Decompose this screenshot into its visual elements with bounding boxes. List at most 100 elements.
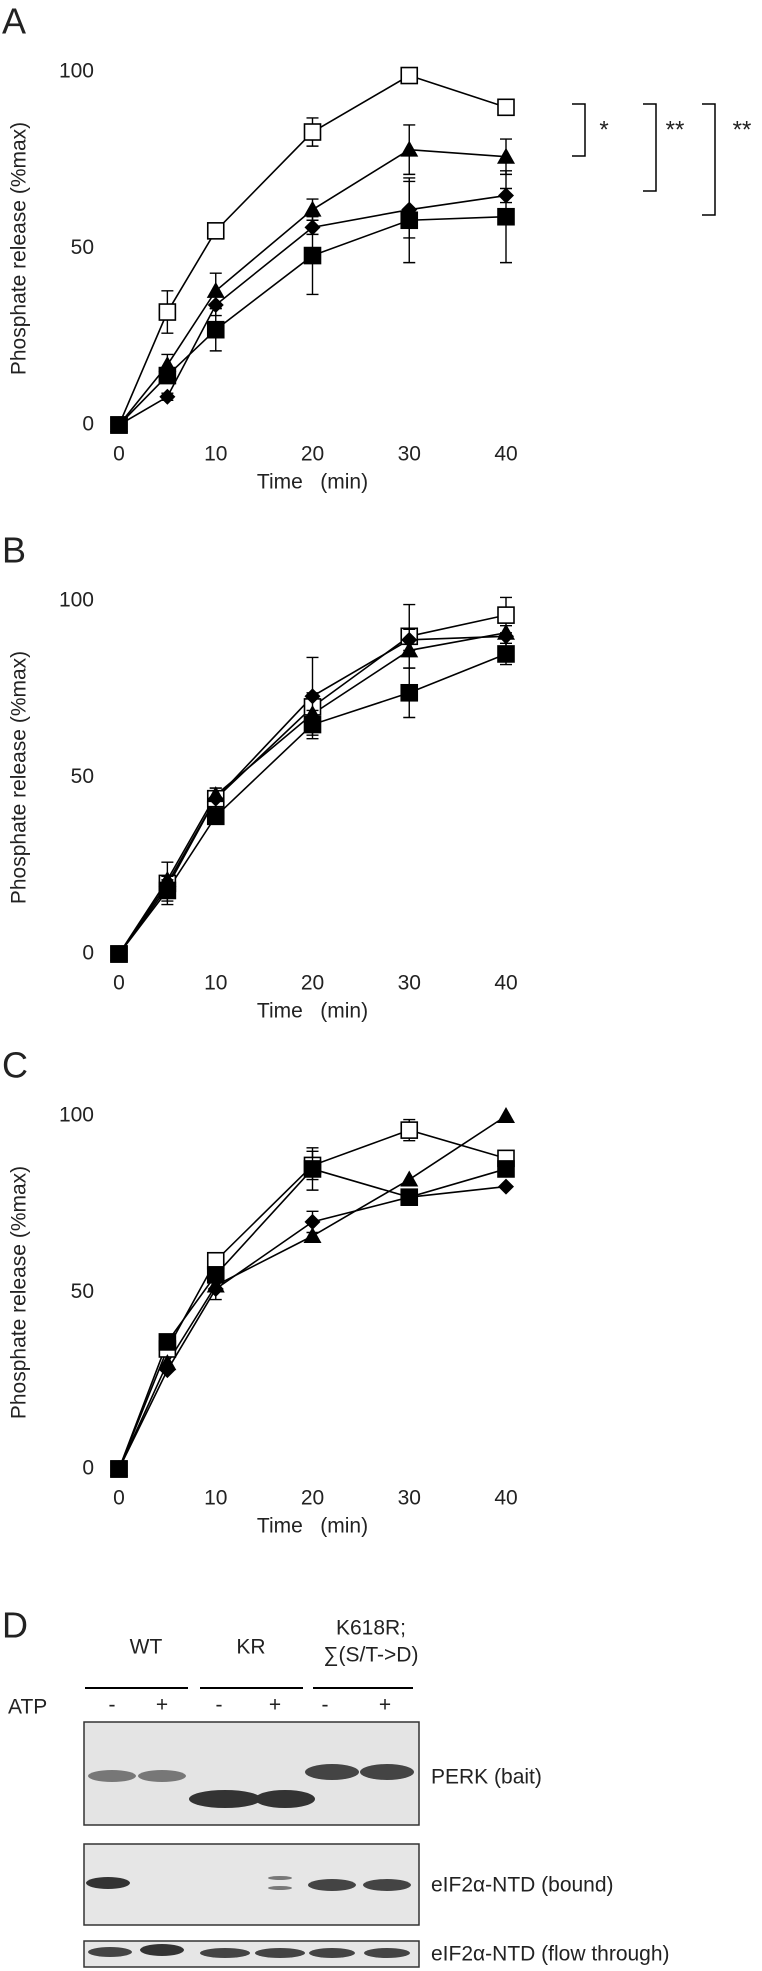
marker: [497, 207, 515, 226]
marker: [400, 140, 419, 157]
band: [363, 1879, 411, 1891]
y-axis-label: Phosphate release (%max): [8, 122, 31, 375]
panel-label: C: [2, 1045, 28, 1086]
marker: [303, 1160, 322, 1178]
marker: [497, 1160, 515, 1178]
marker: [400, 683, 419, 702]
marker: [158, 881, 177, 900]
x-tick-label: 10: [204, 972, 227, 995]
blot-label: eIF2α-NTD (bound): [431, 1874, 614, 1897]
marker: [110, 945, 128, 963]
y-tick-label: 0: [82, 1457, 94, 1480]
y-tick-label: 50: [71, 765, 94, 788]
band: [189, 1790, 261, 1808]
marker: [498, 1178, 514, 1195]
lane-label: +: [156, 1694, 168, 1717]
x-tick-label: 30: [398, 1487, 421, 1510]
x-tick-label: 20: [301, 443, 324, 466]
x-tick-label: 10: [204, 443, 227, 466]
marker: [159, 1362, 176, 1379]
x-axis-label: Time (min): [257, 471, 368, 494]
marker: [207, 1280, 224, 1297]
y-tick-label: 0: [82, 413, 94, 436]
marker: [497, 98, 515, 117]
marker: [110, 416, 128, 434]
x-axis-label: Time (min): [257, 1000, 368, 1023]
x-tick-label: 30: [398, 972, 421, 995]
marker: [159, 388, 176, 405]
marker: [304, 1213, 321, 1230]
band: [200, 1948, 250, 1958]
significance-label: **: [733, 116, 752, 143]
marker: [497, 606, 515, 624]
marker: [400, 1170, 419, 1187]
group-label: KR: [236, 1636, 265, 1659]
marker: [400, 66, 419, 85]
marker: [303, 200, 322, 217]
x-tick-label: 10: [204, 1487, 227, 1510]
marker: [206, 320, 225, 339]
x-tick-label: 40: [494, 972, 517, 995]
marker: [497, 1107, 515, 1123]
band: [255, 1790, 315, 1808]
x-tick-label: 20: [301, 972, 324, 995]
x-tick-label: 0: [113, 972, 125, 995]
x-tick-label: 30: [398, 443, 421, 466]
lane-label: +: [379, 1694, 391, 1717]
significance-label: *: [599, 116, 608, 143]
band: [364, 1948, 410, 1958]
marker: [303, 1227, 322, 1244]
lane-label: -: [216, 1694, 223, 1717]
marker: [304, 688, 321, 705]
band: [309, 1948, 355, 1958]
y-tick-label: 0: [82, 942, 94, 965]
group-label: ∑(S/T->D): [324, 1644, 419, 1667]
band: [138, 1770, 186, 1782]
blot-label: PERK (bait): [431, 1766, 542, 1789]
x-tick-label: 20: [301, 1487, 324, 1510]
series-line: [118, 653, 507, 955]
series-line: [118, 1168, 507, 1470]
x-tick-label: 40: [494, 1487, 517, 1510]
y-tick-label: 100: [59, 1104, 94, 1127]
group-label: WT: [130, 1636, 163, 1659]
panel-label: B: [2, 530, 26, 571]
marker: [158, 366, 177, 385]
marker: [206, 222, 225, 240]
marker: [498, 628, 514, 645]
y-tick-label: 50: [71, 1280, 94, 1303]
series-line: [118, 1185, 507, 1470]
band: [308, 1879, 356, 1891]
band: [360, 1764, 414, 1780]
bracket: [643, 103, 657, 192]
y-tick-label: 50: [71, 236, 94, 259]
marker: [303, 715, 322, 734]
significance-brackets: [572, 103, 716, 216]
y-tick-label: 100: [59, 60, 94, 83]
lane-label: -: [322, 1694, 329, 1717]
marker: [401, 631, 418, 648]
bracket: [702, 103, 716, 216]
marker: [207, 790, 224, 807]
band: [268, 1876, 292, 1880]
gel-bands: [86, 1764, 414, 1958]
marker: [158, 1333, 177, 1351]
x-tick-label: 0: [113, 1487, 125, 1510]
band: [268, 1886, 292, 1890]
marker: [497, 147, 515, 164]
band: [88, 1770, 136, 1782]
marker: [303, 123, 322, 141]
group-label: K618R;: [336, 1617, 406, 1640]
marker: [400, 1121, 419, 1139]
gel-blot: [83, 1940, 420, 1968]
y-axis-label: Phosphate release (%max): [8, 651, 31, 904]
y-tick-label: 100: [59, 589, 94, 612]
band: [255, 1948, 305, 1958]
series-line: [118, 1115, 507, 1470]
marker: [400, 1188, 419, 1206]
marker: [206, 1266, 225, 1284]
panel-label: A: [2, 1, 26, 42]
bracket: [572, 103, 586, 157]
band: [86, 1877, 130, 1889]
